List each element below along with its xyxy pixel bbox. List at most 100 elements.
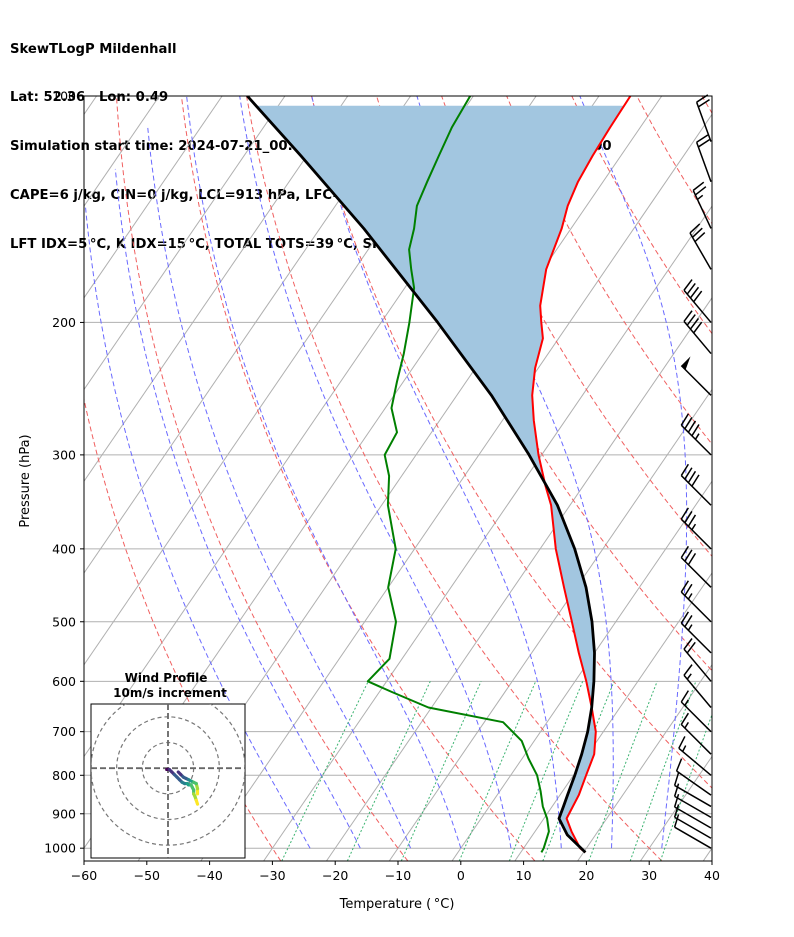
isotherm--110 xyxy=(84,96,286,391)
barb-full xyxy=(691,227,703,238)
x-tick-label: 0 xyxy=(457,868,465,883)
barb-half xyxy=(687,593,693,600)
barb-shaft xyxy=(683,648,712,682)
mixing-ratio-line xyxy=(400,681,482,861)
wind-barbs xyxy=(673,94,712,849)
y-tick-label: 1000 xyxy=(44,841,76,856)
parcel-profile-line xyxy=(246,96,596,854)
data-layer xyxy=(246,96,632,854)
barb-full xyxy=(680,690,690,703)
hodograph-subtitle: 10m/s increment xyxy=(113,686,227,700)
dry-adiabat xyxy=(180,96,536,861)
barb-shaft xyxy=(680,424,712,456)
wind-barb xyxy=(673,814,712,849)
barb-full xyxy=(687,470,697,484)
barb-full xyxy=(686,314,696,326)
isotherm-10 xyxy=(514,572,712,861)
barb-half xyxy=(694,433,700,440)
barb-half xyxy=(697,194,704,201)
wind-barb xyxy=(680,690,712,733)
wind-barb xyxy=(683,310,712,355)
wind-barb xyxy=(683,664,712,708)
wind-barb xyxy=(680,580,712,623)
barb-full xyxy=(687,552,697,566)
barb-full xyxy=(691,474,700,487)
barb-full xyxy=(673,804,680,818)
barb-shaft xyxy=(680,591,712,623)
barb-shaft xyxy=(680,475,712,506)
moist-adiabat xyxy=(711,844,712,849)
x-tick-label: 10 xyxy=(516,868,532,883)
barb-full xyxy=(693,290,703,303)
isotherm-30 xyxy=(640,755,712,861)
x-axis-label: Temperature ( °C) xyxy=(339,897,455,912)
isotherm--20 xyxy=(326,296,712,861)
barb-shaft xyxy=(676,770,712,796)
barb-full xyxy=(692,181,705,191)
barb-full xyxy=(694,186,707,196)
wind-barb xyxy=(673,772,712,808)
y-tick-label: 500 xyxy=(52,614,76,629)
hodograph: Wind Profile 10m/s increment xyxy=(90,671,246,859)
title-station: SkewTLogP Mildenhall xyxy=(10,41,177,57)
dry-adiabat xyxy=(115,96,409,861)
isotherm-20 xyxy=(577,663,712,861)
isotherm--10 xyxy=(388,388,712,861)
x-tick-label: −30 xyxy=(259,868,285,883)
y-axis-label: Pressure (hPa) xyxy=(18,434,33,527)
wind-barb xyxy=(680,356,712,396)
barb-full xyxy=(673,783,680,797)
y-tick-label: 600 xyxy=(52,674,76,689)
barb-full xyxy=(689,223,701,234)
x-tick-label: 40 xyxy=(704,868,720,883)
axes: −60 −50 −40 −30 −20 −10 0 10 20 30 40 1000 900 800 700… xyxy=(44,89,720,884)
barb-full xyxy=(693,321,703,334)
y-tick-label: 800 xyxy=(52,768,76,783)
mixing-ratio-line xyxy=(659,713,712,861)
wind-barb xyxy=(692,181,712,229)
isotherm--120 xyxy=(84,96,223,299)
mixing-ratio-line xyxy=(629,681,697,861)
barb-full xyxy=(689,317,700,330)
barb-half xyxy=(691,523,697,531)
barb-full xyxy=(686,641,696,654)
cape-shaded-area xyxy=(255,105,625,853)
title-location: Lat: 52.36 Lon: 0.49 xyxy=(10,90,169,106)
barb-half xyxy=(681,745,687,752)
barb-shaft xyxy=(678,747,712,776)
barb-full xyxy=(687,420,697,433)
y-tick-label: 200 xyxy=(52,315,76,330)
y-tick-label: 900 xyxy=(52,806,76,821)
barb-shaft xyxy=(680,518,712,550)
dry-adiabat xyxy=(767,96,794,861)
isotherm--140 xyxy=(84,96,97,116)
barb-full xyxy=(673,793,680,808)
barb-half xyxy=(686,673,692,680)
x-tick-label: −40 xyxy=(196,868,222,883)
x-tick-label: −50 xyxy=(134,868,160,883)
barb-shaft xyxy=(683,674,712,708)
wind-barb xyxy=(680,507,712,550)
isotherm-0 xyxy=(451,480,712,861)
barb-half xyxy=(687,624,693,631)
barb-full xyxy=(680,413,690,426)
isotherm--40 xyxy=(200,113,712,861)
dewpoint-line xyxy=(366,96,550,853)
y-tick-label: 300 xyxy=(52,447,76,462)
barb-half xyxy=(684,721,690,729)
barb-shaft xyxy=(683,320,712,355)
mixing-ratio-line xyxy=(542,681,615,861)
barb-shaft xyxy=(674,806,712,829)
barb-full xyxy=(683,310,693,322)
isotherm--90 xyxy=(84,96,411,574)
barb-shaft xyxy=(692,190,712,229)
mixing-ratio-line xyxy=(281,681,369,861)
wind-barb xyxy=(683,279,712,323)
barb-half xyxy=(684,699,690,706)
mixing-ratio-line xyxy=(588,681,658,861)
barb-full xyxy=(683,279,693,291)
barb-full xyxy=(689,286,700,299)
wind-barb xyxy=(673,804,712,839)
